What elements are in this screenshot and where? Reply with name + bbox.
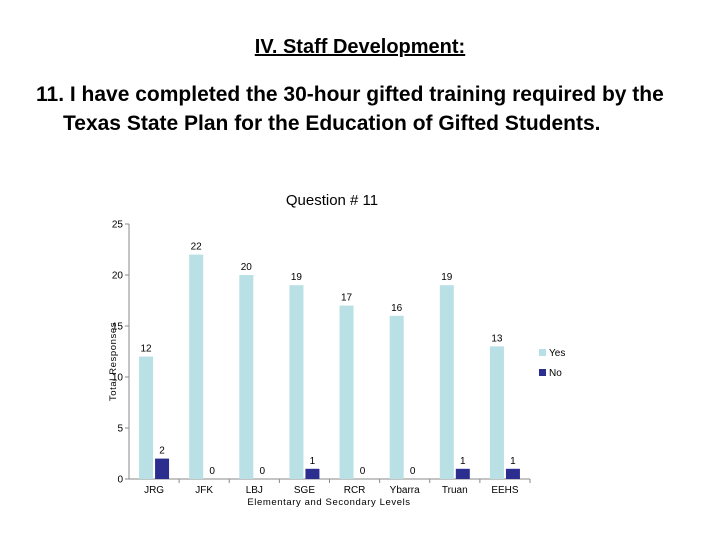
x-tick-label: SGE xyxy=(294,485,315,496)
bar-yes-ybarra xyxy=(389,315,404,479)
bar-yes-truan xyxy=(439,285,454,479)
x-tick-label: Ybarra xyxy=(390,485,420,496)
data-label-no-lbj: 0 xyxy=(260,466,266,477)
bar-yes-rcr xyxy=(339,305,354,479)
bar-no-truan xyxy=(455,468,470,479)
bar-no-sge xyxy=(305,468,320,479)
bar-yes-eehs xyxy=(489,346,504,479)
bar-yes-lbj xyxy=(239,275,254,479)
data-label-yes-jfk: 22 xyxy=(191,242,203,253)
section-title: IV. Staff Development: xyxy=(254,36,466,58)
x-tick-label: LBJ xyxy=(246,485,263,496)
x-tick-label: EEHS xyxy=(491,485,519,496)
legend-label-yes: Yes xyxy=(549,348,565,359)
y-axis-label: Total Responses xyxy=(108,322,119,401)
bar-no-jrg xyxy=(155,458,170,479)
data-label-no-rcr: 0 xyxy=(360,466,366,477)
bar-yes-sge xyxy=(289,285,304,479)
data-label-no-eehs: 1 xyxy=(510,456,516,467)
chart-title: Question # 11 xyxy=(286,192,378,209)
bar-yes-jrg xyxy=(139,356,154,479)
x-tick-label: JRG xyxy=(144,485,164,496)
x-tick-label: RCR xyxy=(344,485,366,496)
data-label-no-jrg: 2 xyxy=(159,446,165,457)
question-text: 11. I have completed the 30-hour gifted … xyxy=(36,83,664,135)
legend-label-no: No xyxy=(549,368,562,379)
bar-yes-jfk xyxy=(189,254,204,479)
y-tick-label: 10 xyxy=(112,373,124,384)
y-tick-label: 25 xyxy=(112,220,124,231)
data-label-no-jfk: 0 xyxy=(209,466,215,477)
legend-swatch-no xyxy=(539,369,546,376)
data-label-yes-ybarra: 16 xyxy=(391,303,403,314)
x-axis-label: Elementary and Secondary Levels xyxy=(247,497,410,508)
x-tick-label: JFK xyxy=(195,485,213,496)
data-label-yes-eehs: 13 xyxy=(491,333,503,344)
data-label-no-ybarra: 0 xyxy=(410,466,416,477)
data-label-yes-sge: 19 xyxy=(291,272,303,283)
data-label-yes-truan: 19 xyxy=(441,272,453,283)
y-tick-label: 5 xyxy=(117,424,123,435)
y-tick-label: 0 xyxy=(117,475,123,486)
data-label-yes-jrg: 12 xyxy=(141,344,153,355)
data-label-no-truan: 1 xyxy=(460,456,466,467)
data-label-yes-rcr: 17 xyxy=(341,293,353,304)
x-tick-label: Truan xyxy=(442,485,468,496)
bar-no-eehs xyxy=(505,468,520,479)
legend-swatch-yes xyxy=(539,349,546,356)
data-label-yes-lbj: 20 xyxy=(241,262,253,273)
data-label-no-sge: 1 xyxy=(310,456,316,467)
y-tick-label: 20 xyxy=(112,271,124,282)
y-tick-label: 15 xyxy=(112,322,124,333)
